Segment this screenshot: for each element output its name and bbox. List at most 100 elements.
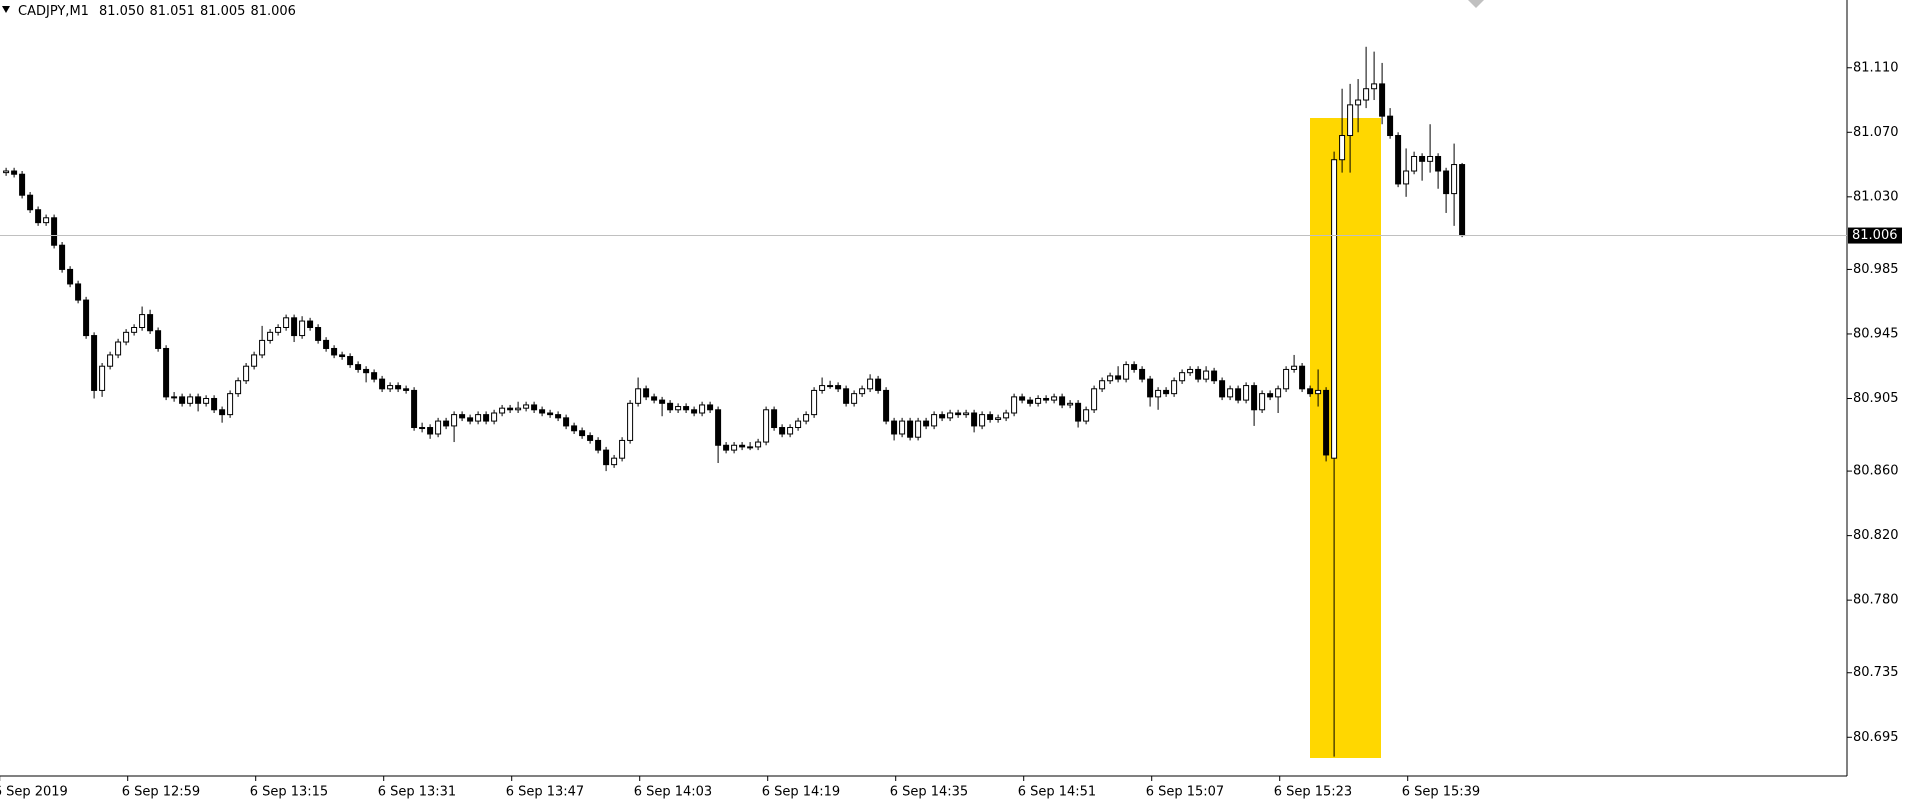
- candle-body: [379, 378, 386, 390]
- candle-body: [443, 420, 450, 427]
- candle-body: [659, 399, 666, 404]
- candle-body: [435, 420, 442, 435]
- y-tick-label: 80.860: [1853, 464, 1899, 479]
- candle-body: [1107, 375, 1114, 382]
- highlight-box: [1310, 118, 1381, 758]
- candle-body: [1379, 83, 1386, 117]
- candle-body: [515, 407, 522, 411]
- candle-body: [11, 170, 18, 175]
- shift-marker: [1468, 0, 1484, 8]
- candle-body: [1275, 388, 1282, 398]
- candle-body: [483, 414, 490, 422]
- candle-body: [627, 402, 634, 441]
- x-tick-label: 6 Sep 2019: [0, 785, 68, 800]
- low-label: 81.005: [200, 4, 246, 19]
- price-tag: [1848, 227, 1902, 244]
- y-tick-label: 81.030: [1853, 189, 1899, 204]
- candle-body: [371, 372, 378, 380]
- candle-body: [619, 439, 626, 459]
- candle-body: [691, 409, 698, 414]
- candle-body: [899, 420, 906, 435]
- candle-body: [1315, 389, 1322, 395]
- candle-body: [939, 414, 946, 419]
- candle-body: [43, 217, 50, 224]
- candle-body: [1163, 389, 1170, 395]
- y-tick-label: 80.985: [1853, 262, 1899, 277]
- candle-body: [523, 404, 530, 409]
- y-tick-label: 80.945: [1853, 326, 1899, 341]
- candle-body: [1235, 388, 1242, 401]
- candle-body: [1291, 365, 1298, 370]
- candle-body: [3, 170, 10, 174]
- candle-body: [1371, 83, 1378, 90]
- candle-body: [1083, 409, 1090, 422]
- y-tick-label: 80.735: [1853, 665, 1899, 680]
- candle-body: [755, 441, 762, 448]
- price-tag-label: 81.006: [1852, 228, 1898, 243]
- candle-body: [211, 397, 218, 411]
- y-tick-label: 80.780: [1853, 593, 1899, 608]
- candle-body: [819, 385, 826, 391]
- candle-body: [1035, 397, 1042, 404]
- candle-body: [1443, 170, 1450, 195]
- candle-body: [1259, 393, 1266, 411]
- candle-body: [611, 457, 618, 466]
- candle-body: [771, 409, 778, 429]
- candle-body: [59, 244, 66, 270]
- candle-body: [1043, 397, 1050, 401]
- candle-body: [971, 412, 978, 427]
- candle-body: [803, 414, 810, 422]
- candle-body: [947, 412, 954, 419]
- candle-body: [667, 402, 674, 411]
- candle-body: [499, 407, 506, 414]
- candle-body: [787, 427, 794, 435]
- candle-body: [1115, 375, 1122, 380]
- candle-body: [595, 439, 602, 451]
- candle-body: [923, 420, 930, 427]
- candle-body: [1403, 170, 1410, 185]
- candle-body: [1171, 380, 1178, 395]
- candle-body: [395, 385, 402, 390]
- candle-body: [307, 320, 314, 329]
- candle-body: [1019, 396, 1026, 401]
- candle-body: [1011, 396, 1018, 414]
- candle-body: [1075, 402, 1082, 422]
- candle-body: [203, 397, 210, 404]
- candle-body: [731, 444, 738, 451]
- candle-body: [859, 388, 866, 395]
- candle-body: [1347, 104, 1354, 137]
- candle-body: [315, 327, 322, 341]
- candle-body: [995, 417, 1002, 420]
- candle-body: [147, 314, 154, 332]
- x-tick-label: 6 Sep 15:23: [1274, 785, 1353, 800]
- candle-body: [1323, 389, 1330, 456]
- candle-body: [1355, 99, 1362, 106]
- candle-body: [715, 409, 722, 446]
- candle-body: [563, 417, 570, 427]
- candle-body: [171, 396, 178, 399]
- candle-body: [75, 283, 82, 301]
- candle-body: [243, 365, 250, 382]
- candle-body: [1067, 402, 1074, 406]
- candle-body: [987, 414, 994, 420]
- candle-body: [979, 414, 986, 427]
- candle-body: [1131, 364, 1138, 370]
- candle-body: [739, 444, 746, 448]
- candle-body: [403, 388, 410, 391]
- candle-body: [891, 420, 898, 435]
- header-arrow: [2, 6, 10, 13]
- candle-body: [67, 268, 74, 285]
- candle-body: [707, 404, 714, 411]
- candle-body: [179, 396, 186, 404]
- candle-body: [235, 380, 242, 395]
- candle-body: [907, 420, 914, 438]
- candle-body: [355, 364, 362, 370]
- candle-body: [1435, 155, 1442, 172]
- x-tick-label: 6 Sep 14:19: [762, 785, 841, 800]
- x-tick-label: 6 Sep 14:03: [634, 785, 713, 800]
- candle-body: [1027, 399, 1034, 404]
- candle-body: [1059, 396, 1066, 406]
- candle-body: [779, 427, 786, 435]
- candle-body: [1227, 388, 1234, 398]
- candle-body: [491, 412, 498, 422]
